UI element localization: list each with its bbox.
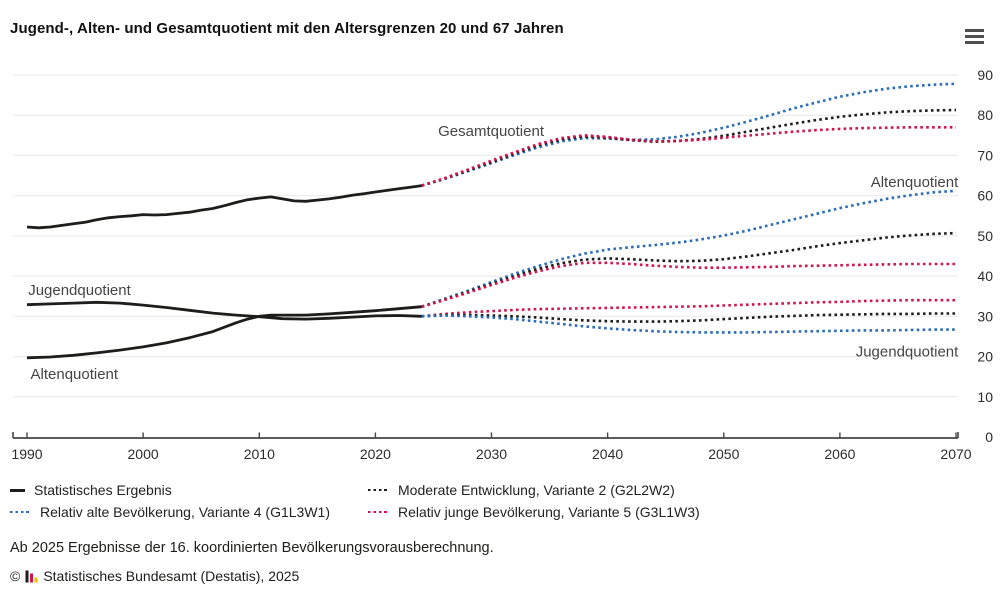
copyright-symbol: © (10, 568, 21, 584)
series-jugendquotient-v4-alte-bevoelkerung (421, 314, 956, 334)
legend-label: Relativ junge Bevölkerung, Variante 5 (G… (398, 504, 700, 520)
y-tick-label: 40 (977, 268, 993, 284)
series-altenquotient-statistisches-ergebnis (26, 305, 422, 360)
legend-label: Moderate Entwicklung, Variante 2 (G2L2W2… (398, 482, 675, 498)
footnote: Ab 2025 Ergebnisse der 16. koordinierten… (10, 540, 494, 556)
x-tick-label: 2070 (940, 446, 971, 462)
legend-swatch-dotted-black (368, 488, 389, 492)
x-tick-label: 2060 (824, 446, 855, 462)
line-chart-canvas: 1990 2000 2010 2020 2030 2040 2050 2060 20700102… (11, 67, 993, 462)
x-tick-label: 2010 (244, 446, 275, 462)
y-tick-label: 60 (977, 188, 993, 204)
x-tick-label: 1990 (11, 446, 42, 462)
destatis-bars-icon (25, 570, 38, 583)
legend-swatch-dotted-red (368, 510, 389, 514)
x-tick-label: 2020 (360, 446, 391, 462)
series-gesamtquotient-v2-moderat (421, 108, 957, 187)
y-tick-label: 20 (977, 349, 993, 365)
series-altenquotient-v2-moderat (421, 231, 957, 308)
legend-item-statistisches-ergebnis[interactable]: Statistisches Ergebnis (10, 482, 368, 498)
legend-item-variante-4[interactable]: Relativ alte Bevölkerung, Variante 4 (G1… (10, 504, 368, 520)
y-tick-label: 30 (977, 308, 993, 324)
series-jugendquotient-v2-moderat (421, 312, 956, 323)
chart-menu-button[interactable] (962, 24, 988, 48)
annotation-gesamtquotient: Gesamtquotient (438, 123, 545, 140)
y-tick-label: 0 (985, 429, 993, 445)
series-jugendquotient-v5-junge-bevoelkerung (421, 298, 956, 318)
legend-swatch-solid-black (10, 488, 25, 492)
series-altenquotient-v4-alte-bevoelkerung (421, 189, 957, 308)
x-tick-label: 2040 (592, 446, 623, 462)
series-altenquotient-v5-junge-bevoelkerung (421, 261, 956, 308)
y-tick-label: 90 (977, 67, 993, 83)
x-tick-label: 2050 (708, 446, 739, 462)
legend-label: Relativ alte Bevölkerung, Variante 4 (G1… (40, 504, 330, 520)
y-tick-label: 50 (977, 228, 993, 244)
x-tick-label: 2000 (128, 446, 159, 462)
series-jugendquotient-statistisches-ergebnis (26, 300, 422, 321)
annotation-jugendquotient: Jugendquotient (28, 282, 131, 299)
x-tick-label: 2030 (476, 446, 507, 462)
legend-swatch-dotted-blue (10, 510, 31, 514)
legend-item-variante-5[interactable]: Relativ junge Bevölkerung, Variante 5 (G… (368, 504, 700, 520)
series-gesamtquotient-v5-junge-bevoelkerung (421, 126, 956, 187)
annotation-altenquotient: Altenquotient (871, 174, 959, 191)
annotation-altenquotient: Altenquotient (31, 366, 119, 383)
chart-title: Jugend-, Alten- und Gesamtquotient mit d… (10, 20, 564, 37)
series-gesamtquotient-statistisches-ergebnis (26, 184, 422, 230)
legend: Statistisches Ergebnis Moderate Entwickl… (10, 482, 700, 520)
copyright: © Statistisches Bundesamt (Destatis), 20… (10, 568, 299, 584)
annotation-jugendquotient: Jugendquotient (856, 344, 959, 361)
y-tick-label: 80 (977, 107, 993, 123)
y-tick-label: 10 (977, 389, 993, 405)
y-tick-label: 70 (977, 147, 993, 163)
legend-item-variante-2[interactable]: Moderate Entwicklung, Variante 2 (G2L2W2… (368, 482, 700, 498)
source-label: Statistisches Bundesamt (Destatis), 2025 (43, 568, 300, 584)
legend-label: Statistisches Ergebnis (34, 482, 172, 498)
hamburger-icon (965, 28, 985, 44)
